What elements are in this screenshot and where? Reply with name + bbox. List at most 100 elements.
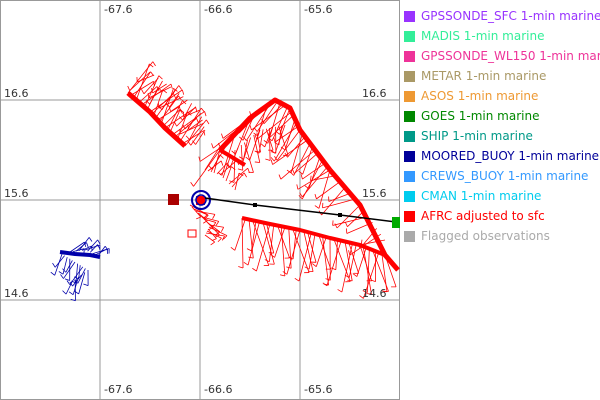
wind-barb-flag xyxy=(357,243,361,249)
wind-barb-flag xyxy=(97,239,101,245)
legend-label: MADIS 1-min marine xyxy=(421,29,545,43)
wind-barb-flag xyxy=(362,290,368,293)
wind-barb-flag xyxy=(58,271,64,275)
lat-label-right-3: 14.6 xyxy=(362,287,387,300)
wind-barb xyxy=(346,222,373,234)
wind-barb xyxy=(169,109,181,133)
wind-barb xyxy=(153,89,164,117)
wind-barb-flag xyxy=(312,263,317,267)
wind-barb-flag xyxy=(231,166,236,171)
wind-barb xyxy=(65,260,73,273)
wind-barb xyxy=(89,244,98,253)
wind-barb-flag xyxy=(245,156,250,161)
legend-item-madis[interactable]: MADIS 1-min marine xyxy=(404,26,600,46)
wind-barb-flag xyxy=(366,293,372,295)
wind-barb xyxy=(241,137,252,166)
wind-barb xyxy=(77,268,86,284)
wind-barb-flag xyxy=(280,146,286,151)
legend-item-gpssonde-wl150[interactable]: GPSSONDE_WL150 1-min marine xyxy=(404,46,600,66)
legend-item-ship[interactable]: SHIP 1-min marine xyxy=(404,126,600,146)
wind-barb-flag xyxy=(308,270,314,273)
wind-barb-flag xyxy=(246,248,252,252)
wind-barb xyxy=(148,86,172,99)
legend-swatch xyxy=(404,210,415,222)
legend: GPSSONDE_SFC 1-min marine MADIS 1-min ma… xyxy=(404,6,600,246)
legend-label: Flagged observations xyxy=(421,229,550,243)
wind-barb xyxy=(361,239,386,245)
wind-barb-flag xyxy=(196,118,199,124)
legend-item-cman[interactable]: CMAN 1-min marine xyxy=(404,186,600,206)
lat-label-right-2: 15.6 xyxy=(362,187,387,200)
map-panel[interactable]: -67.6 -66.6 -65.6 -67.6 -66.6 -65.6 16.6… xyxy=(0,0,400,400)
wind-barb-flag xyxy=(298,170,303,175)
wind-barb-flag xyxy=(83,283,89,286)
wind-barb-flag xyxy=(182,124,186,130)
wind-barb xyxy=(290,133,303,174)
wind-barb xyxy=(247,221,260,266)
wind-barb-flag xyxy=(310,175,312,181)
wind-barb-flag xyxy=(253,132,258,137)
wind-barb xyxy=(241,217,244,268)
wind-barb-flag xyxy=(174,121,177,127)
legend-item-afrc[interactable]: AFRC adjusted to sfc xyxy=(404,206,600,226)
wind-barb-flag xyxy=(337,289,343,293)
wind-barb-flag xyxy=(352,273,358,277)
afrc-flight-track xyxy=(241,216,386,257)
legend-item-moored-buoy[interactable]: MOORED_BUOY 1-min marine xyxy=(404,146,600,166)
track-marker xyxy=(253,203,257,207)
wind-barb xyxy=(207,160,222,172)
wind-barb xyxy=(287,136,306,158)
wind-barb xyxy=(195,210,216,215)
legend-item-crews-buoy[interactable]: CREWS_BUOY 1-min marine xyxy=(404,166,600,186)
wind-barb xyxy=(158,96,184,109)
wind-barb xyxy=(216,162,228,175)
wind-barb-flag xyxy=(218,148,222,154)
wind-barb-flag xyxy=(166,102,170,108)
legend-item-flagged[interactable]: Flagged observations xyxy=(404,226,600,246)
wind-barb xyxy=(293,153,318,174)
wind-barb-flag xyxy=(282,271,288,275)
legend-label: GPSSONDE_SFC 1-min marine xyxy=(421,9,600,23)
wind-barb xyxy=(210,154,221,173)
wind-barb xyxy=(292,229,297,260)
wind-barb-flag xyxy=(62,290,67,295)
wind-barb-flag xyxy=(219,154,224,159)
wind-barb-flag xyxy=(248,256,254,259)
lon-label-bottom-3: -65.6 xyxy=(304,383,332,396)
wind-barb xyxy=(381,253,388,292)
wind-barb xyxy=(201,216,219,222)
legend-swatch xyxy=(404,10,415,22)
buoy-ring xyxy=(191,190,211,210)
wind-barb xyxy=(188,119,203,130)
wind-barb xyxy=(62,257,68,275)
wind-barb-flag xyxy=(141,89,145,94)
wind-barb-flag xyxy=(348,250,351,256)
wind-barb xyxy=(207,222,221,233)
wind-barb xyxy=(137,74,155,83)
wind-barb-flag xyxy=(221,133,224,139)
legend-swatch xyxy=(404,50,415,62)
wind-barb xyxy=(274,126,299,143)
legend-item-metar[interactable]: METAR 1-min marine xyxy=(404,66,600,86)
lat-label-left-2: 15.6 xyxy=(4,187,29,200)
wind-barb-flag xyxy=(254,134,258,140)
wind-barb xyxy=(180,122,204,135)
wind-barb xyxy=(75,242,87,252)
wind-barb-flag xyxy=(97,244,101,250)
wind-barb xyxy=(277,225,291,259)
wind-barb xyxy=(97,245,106,257)
wind-barb xyxy=(268,224,275,262)
legend-item-goes[interactable]: GOES 1-min marine xyxy=(404,106,600,126)
legend-label: AFRC adjusted to sfc xyxy=(421,209,545,223)
wind-barb-flag xyxy=(230,246,236,251)
legend-item-gpssonde-sfc[interactable]: GPSSONDE_SFC 1-min marine xyxy=(404,6,600,26)
wind-barb xyxy=(280,226,286,277)
wind-barb-flag xyxy=(279,274,285,277)
legend-label: MOORED_BUOY 1-min marine xyxy=(421,149,600,163)
legend-item-asos[interactable]: ASOS 1-min marine xyxy=(404,86,600,106)
wind-barb-flag xyxy=(206,119,210,125)
wind-barb xyxy=(130,81,154,96)
lon-label-top-3: -65.6 xyxy=(304,3,332,16)
wind-barb xyxy=(176,106,197,127)
wind-barb xyxy=(341,243,353,293)
